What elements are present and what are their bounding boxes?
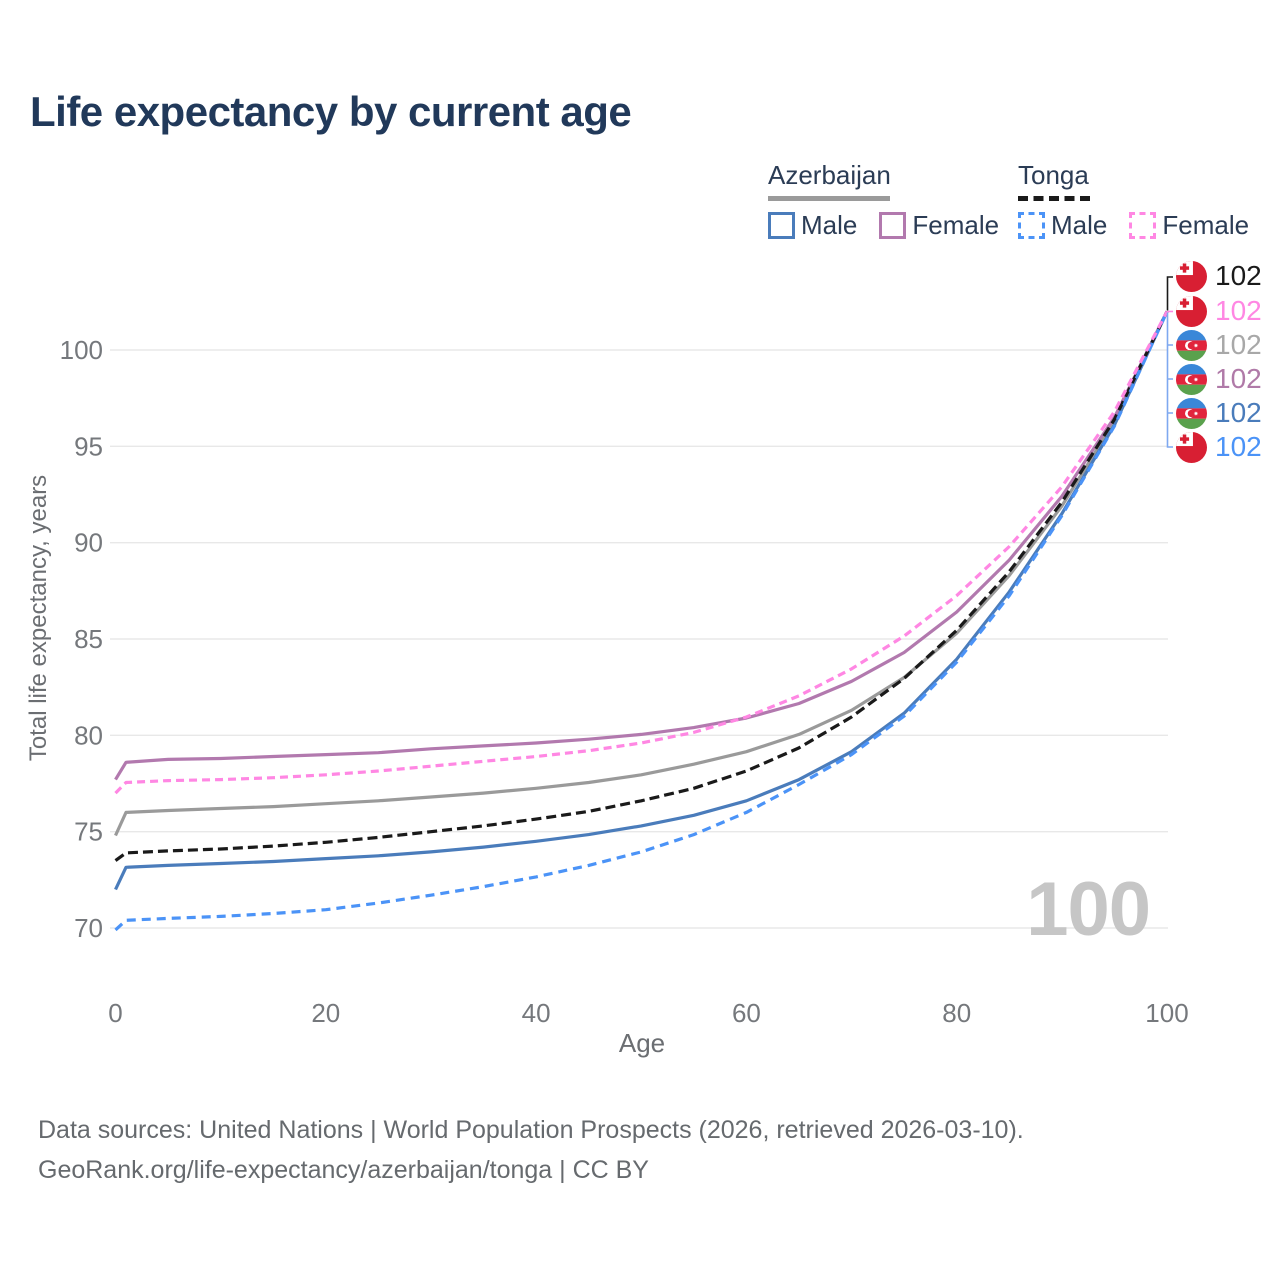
legend-title-tonga[interactable]: Tonga bbox=[1018, 160, 1089, 190]
end-label-value: 102 bbox=[1215, 329, 1262, 360]
y-tick-label-90: 90 bbox=[74, 528, 103, 558]
series-line-tonga-male[interactable] bbox=[114, 310, 1169, 932]
series-line-azerbaijan-male[interactable] bbox=[114, 310, 1169, 891]
tonga-flag-icon bbox=[1176, 431, 1207, 463]
swatch-tonga-male bbox=[1018, 212, 1045, 239]
legend-label: Male bbox=[801, 210, 858, 240]
end-label-tonga-total[interactable]: 102 bbox=[1176, 260, 1262, 292]
legend-label: Male bbox=[1051, 210, 1108, 240]
end-label-value: 102 bbox=[1215, 431, 1262, 462]
legend-item-tonga-female[interactable]: Female bbox=[1129, 210, 1249, 241]
legend-underline-azerbaijan bbox=[768, 196, 890, 201]
x-tick-label-80: 80 bbox=[942, 998, 971, 1028]
end-label-tonga-female[interactable]: 102 bbox=[1176, 295, 1262, 327]
y-tick-label-75: 75 bbox=[74, 817, 103, 847]
series-line-tonga-total[interactable] bbox=[114, 310, 1169, 862]
swatch-tonga-female bbox=[1129, 212, 1157, 239]
swatch-azerbaijan-male bbox=[768, 212, 795, 239]
end-label-azerbaijan-total[interactable]: 102 bbox=[1176, 329, 1262, 361]
footer: Data sources: United Nations | World Pop… bbox=[38, 1110, 1024, 1190]
azerbaijan-flag-icon bbox=[1176, 363, 1207, 395]
end-label-value: 102 bbox=[1215, 363, 1262, 394]
x-tick-label-20: 20 bbox=[311, 998, 340, 1028]
end-label-tonga-male[interactable]: 102 bbox=[1176, 431, 1262, 463]
end-label-value: 102 bbox=[1215, 295, 1262, 326]
azerbaijan-flag-icon bbox=[1176, 397, 1207, 429]
legend-title-azerbaijan[interactable]: Azerbaijan bbox=[768, 160, 891, 190]
x-tick-label-100: 100 bbox=[1145, 998, 1188, 1028]
end-label-azerbaijan-female[interactable]: 102 bbox=[1176, 363, 1262, 395]
tonga-flag-icon bbox=[1176, 260, 1207, 292]
footer-attribution: GeoRank.org/life-expectancy/azerbaijan/t… bbox=[38, 1156, 649, 1184]
legend-label: Female bbox=[912, 210, 1000, 240]
legend-group-azerbaijan: Azerbaijan Male Female bbox=[768, 160, 999, 241]
legend-item-azerbaijan-female[interactable]: Female bbox=[879, 210, 999, 241]
end-label-connector-top bbox=[1166, 276, 1173, 311]
x-tick-label-60: 60 bbox=[732, 998, 761, 1028]
y-axis-title: Total life expectancy, years bbox=[25, 475, 52, 761]
x-tick-label-0: 0 bbox=[108, 998, 122, 1028]
series-line-azerbaijan-female[interactable] bbox=[114, 310, 1169, 781]
legend-item-azerbaijan-male[interactable]: Male bbox=[768, 210, 857, 241]
series-line-tonga-female[interactable] bbox=[114, 310, 1169, 795]
legend-underline-tonga bbox=[1018, 196, 1090, 201]
swatch-azerbaijan-female bbox=[879, 212, 907, 239]
azerbaijan-flag-icon bbox=[1176, 329, 1207, 361]
y-tick-label-80: 80 bbox=[74, 720, 103, 750]
legend-label: Female bbox=[1162, 210, 1250, 240]
legend-item-tonga-male[interactable]: Male bbox=[1018, 210, 1107, 241]
legend-group-tonga: Tonga Male Female bbox=[1018, 160, 1249, 241]
end-label-azerbaijan-male[interactable]: 102 bbox=[1176, 397, 1262, 429]
footer-data-sources: Data sources: United Nations | World Pop… bbox=[38, 1116, 1024, 1144]
end-label-connector-bottom bbox=[1166, 312, 1173, 448]
y-tick-label-100: 100 bbox=[60, 335, 103, 365]
end-label-value: 102 bbox=[1215, 397, 1262, 428]
y-tick-label-85: 85 bbox=[74, 624, 103, 654]
tonga-flag-icon bbox=[1176, 295, 1207, 327]
page-title: Life expectancy by current age bbox=[30, 88, 632, 135]
end-label-value: 102 bbox=[1215, 260, 1262, 291]
series-line-azerbaijan-total[interactable] bbox=[114, 310, 1169, 837]
y-tick-label-95: 95 bbox=[74, 431, 103, 461]
y-tick-label-70: 70 bbox=[74, 913, 103, 943]
x-axis-title: Age bbox=[619, 1028, 665, 1058]
x-tick-label-40: 40 bbox=[522, 998, 551, 1028]
age-watermark: 100 bbox=[1026, 867, 1151, 952]
